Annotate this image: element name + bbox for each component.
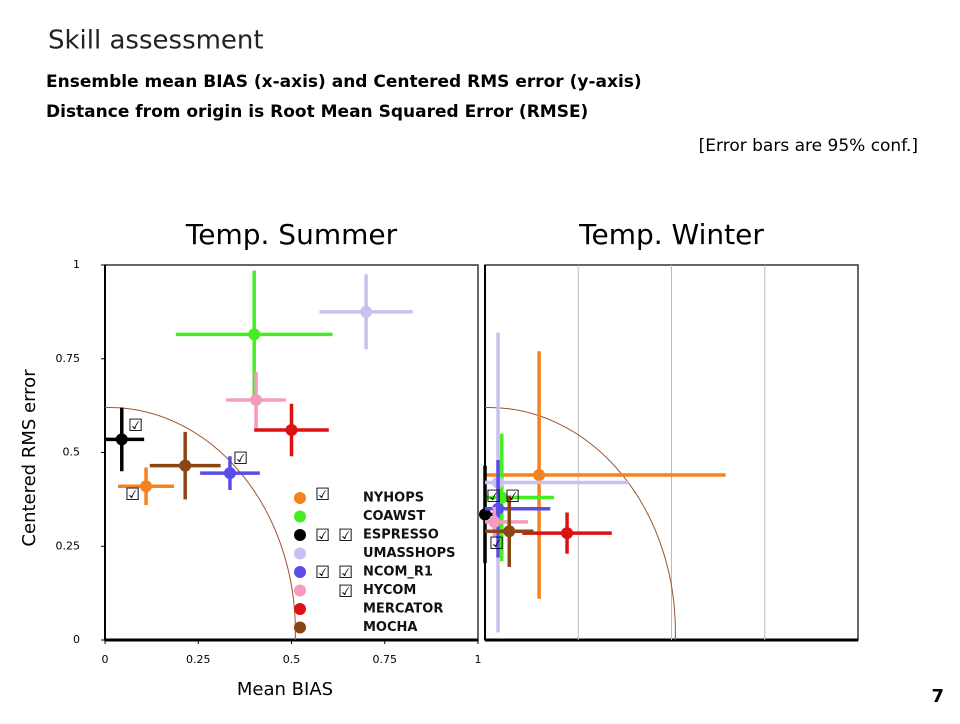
checkmark: ☑ xyxy=(315,563,330,583)
subtitle: Distance from origin is Root Mean Square… xyxy=(46,102,588,122)
y-tick-label: 1 xyxy=(73,258,80,271)
checkmark: ☑ xyxy=(128,416,143,436)
checkmark: ☑ xyxy=(315,526,330,546)
legend-swatch xyxy=(294,566,306,578)
legend-swatch xyxy=(294,529,306,541)
checkmark: ☑ xyxy=(338,526,353,546)
legend-label: ESPRESSO xyxy=(363,528,439,543)
rmse-arc xyxy=(484,406,676,641)
checkmark: ☑ xyxy=(338,582,353,602)
checkmark: ☑ xyxy=(489,534,504,554)
legend-label: HYCOM xyxy=(363,583,416,598)
y-tick-label: 0.75 xyxy=(56,352,81,365)
y-tick-label: 0.25 xyxy=(56,539,81,552)
checkmarks: ☑ ☑ ☑ ☑ ☑ ☑ ☑ ☑ ☑ ☑ ☑ ☑ xyxy=(125,416,520,602)
x-tick-label: 0.25 xyxy=(186,653,211,666)
legend-swatch xyxy=(294,492,306,504)
legend-swatch xyxy=(294,510,306,523)
point xyxy=(115,433,128,446)
x-axis-label: Mean BIAS xyxy=(237,679,333,700)
y-tick-label: 0.5 xyxy=(63,446,81,459)
page-number: 7 xyxy=(931,686,944,707)
subtitle: Ensemble mean BIAS (x-axis) and Centered… xyxy=(46,72,642,92)
legend-label: NCOM_R1 xyxy=(363,565,433,580)
checkmark: ☑ xyxy=(315,485,330,505)
legend-label: UMASSHOPS xyxy=(363,546,456,561)
legend-swatch xyxy=(294,621,306,634)
point xyxy=(533,469,546,481)
x-tick-label: 0.5 xyxy=(283,653,301,666)
x-tick-label: 0.75 xyxy=(373,653,398,666)
legend-label: MOCHA xyxy=(363,620,417,635)
checkmark: ☑ xyxy=(233,449,248,469)
legend-label: NYHOPS xyxy=(363,491,424,506)
point xyxy=(479,508,491,521)
point xyxy=(285,424,298,436)
rmse-arc xyxy=(104,406,296,641)
point xyxy=(561,527,574,540)
legend-swatch xyxy=(294,584,306,597)
point xyxy=(250,394,263,406)
point xyxy=(140,480,153,493)
point xyxy=(248,328,261,341)
panel-title: Temp. Summer xyxy=(185,218,398,251)
legend-label: MERCATOR xyxy=(363,602,443,617)
legend-swatch xyxy=(294,603,306,615)
y-tick-label: 0 xyxy=(73,633,80,646)
point xyxy=(488,515,501,528)
slide-title: Skill assessment xyxy=(48,26,264,56)
legend-swatch xyxy=(294,547,306,560)
point xyxy=(503,525,516,538)
legend-label: COAWST xyxy=(363,509,425,524)
note: [Error bars are 95% conf.] xyxy=(699,136,918,156)
panel-title: Temp. Winter xyxy=(578,218,764,251)
x-tick-label: 1 xyxy=(475,653,482,666)
checkmark: ☑ xyxy=(338,563,353,583)
point xyxy=(360,305,373,318)
checkmark: ☑ xyxy=(505,487,520,507)
x-tick-label: 0 xyxy=(102,653,109,666)
checkmark: ☑ xyxy=(125,485,140,505)
y-axis-label: Centered RMS error xyxy=(19,369,40,547)
point xyxy=(223,467,236,480)
plots: Temp. Summer 0 0.25 0.5 0.75 1 0 0.25 0.5 0.75 1 Me… xyxy=(19,218,859,700)
checkmark: ☑ xyxy=(486,487,501,507)
point xyxy=(179,459,192,472)
